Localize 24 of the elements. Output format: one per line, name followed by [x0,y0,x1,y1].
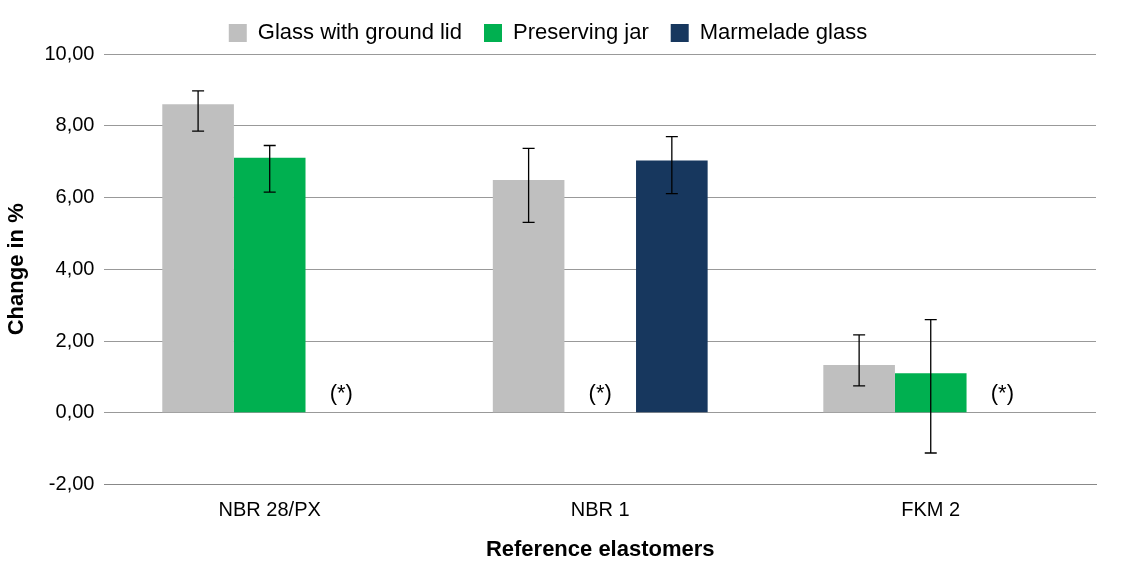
legend-label: Glass with ground lid [257,19,462,45]
y-axis-title: Change in % [3,203,29,336]
x-axis-title: Reference elastomers [485,535,715,561]
annotation: (*) [329,379,353,405]
annotation: (*) [588,379,612,405]
bar [162,104,234,413]
bar [492,179,565,413]
y-tick-label: 10,00 [44,41,95,64]
y-tick-label: 4,00 [55,256,95,279]
legend-label: Marmelade glass [699,19,868,45]
x-tick-label: FKM 2 [901,498,961,521]
y-tick-label: 8,00 [55,113,95,136]
legend-label: Preserving jar [512,19,649,45]
y-tick-label: 0,00 [55,400,95,423]
x-tick-label: NBR 1 [570,498,630,521]
y-tick-label: 6,00 [55,185,95,208]
bar [233,157,306,413]
bar [894,373,967,413]
annotation: (*) [990,379,1014,405]
bar [636,160,708,413]
y-tick-label: 2,00 [55,328,95,351]
x-tick-label: NBR 28/PX [218,498,321,521]
bar [823,365,895,413]
y-tick-label: -2,00 [48,472,95,495]
